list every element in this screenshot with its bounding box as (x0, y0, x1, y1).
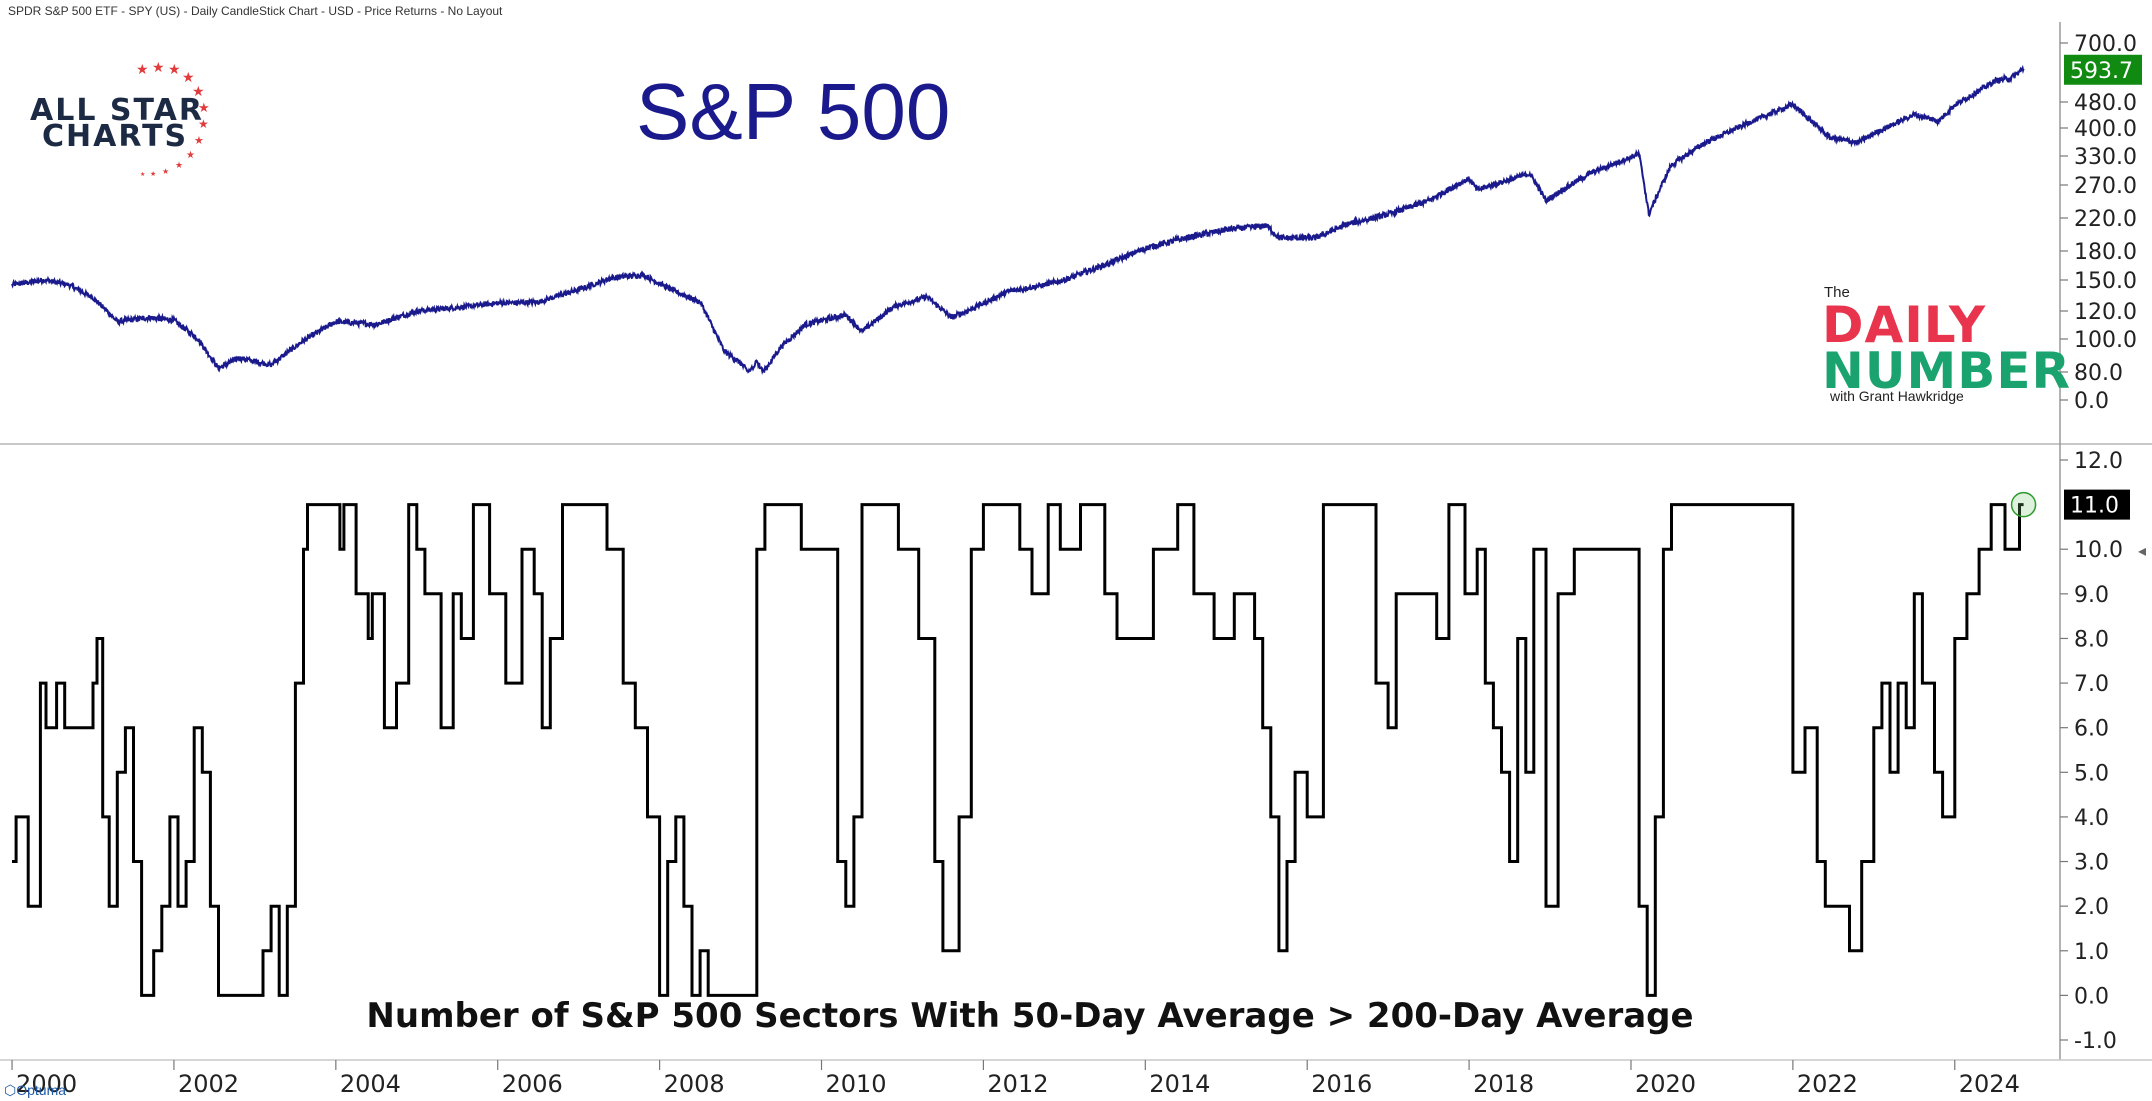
count-y-tick-label: 7.0 (2074, 672, 2109, 697)
x-tick-label: 2016 (1311, 1070, 1372, 1098)
x-tick-label: 2024 (1959, 1070, 2020, 1098)
price-series-line (11, 64, 2025, 376)
price-y-tick-label: 100.0 (2074, 328, 2137, 353)
sector-count-line (12, 503, 2024, 997)
x-tick-label: 2014 (1149, 1070, 1210, 1098)
count-y-tick-label: 1.0 (2074, 940, 2109, 965)
svg-text:★: ★ (168, 62, 181, 78)
svg-text:★: ★ (186, 150, 195, 161)
daily-number-the: The (1824, 284, 1850, 301)
price-last-badge (2064, 54, 2142, 85)
svg-text:★: ★ (162, 167, 169, 176)
x-tick-label: 2008 (664, 1070, 725, 1098)
count-y-tick-label: -1.0 (2074, 1029, 2117, 1054)
price-chart-title: S&P 500 (636, 67, 951, 156)
price-y-tick-label: 480.0 (2074, 91, 2137, 116)
price-y-tick-label: 330.0 (2074, 145, 2137, 170)
daily-number-line2: NUMBER (1822, 342, 2071, 400)
price-y-tick-label: 700.0 (2074, 32, 2137, 57)
count-last-badge (2064, 489, 2130, 520)
count-y-tick-label: 10.0 (2074, 538, 2123, 563)
x-tick-label: 2012 (987, 1070, 1048, 1098)
count-y-tick-label: 5.0 (2074, 761, 2109, 786)
count-y-tick-label: 12.0 (2074, 449, 2123, 474)
svg-text:★: ★ (175, 161, 183, 171)
count-y-tick-label: 9.0 (2074, 583, 2109, 608)
svg-text:★: ★ (150, 170, 156, 178)
scroll-arrow-icon[interactable]: ◂ (2138, 541, 2146, 560)
count-y-tick-label: 4.0 (2074, 806, 2109, 831)
daily-number-subtitle: with Grant Hawkridge (1830, 388, 1964, 404)
x-tick-label: 2018 (1473, 1070, 1534, 1098)
svg-text:★: ★ (192, 84, 205, 100)
all-star-charts-logo: ★ ★ ★ ★ ★ ★ ★ ★ ★ ★ ★ ★ ★ ALL STAR CHART… (28, 58, 228, 178)
price-y-tick-label: 220.0 (2074, 207, 2137, 232)
count-y-tick-label: 6.0 (2074, 717, 2109, 742)
price-y-tick-label: 400.0 (2074, 117, 2137, 142)
count-y-tick-label: 2.0 (2074, 895, 2109, 920)
svg-text:★: ★ (140, 171, 145, 178)
price-y-tick-label: 270.0 (2074, 174, 2137, 199)
x-tick-label: 2006 (502, 1070, 563, 1098)
count-last-label: 11.0 (2070, 494, 2119, 519)
svg-text:★: ★ (198, 117, 209, 131)
optuma-icon: ⬡ (4, 1082, 17, 1098)
x-tick-label: 2000 (16, 1070, 77, 1098)
optuma-label: Optuma (16, 1082, 67, 1098)
x-tick-label: 2020 (1635, 1070, 1696, 1098)
x-tick-label: 2022 (1797, 1070, 1858, 1098)
x-tick-label: 2002 (178, 1070, 239, 1098)
x-tick-label: 2010 (826, 1070, 887, 1098)
indicator-chart-title: Number of S&P 500 Sectors With 50-Day Av… (366, 996, 1694, 1036)
price-y-tick-label: 150.0 (2074, 269, 2137, 294)
price-y-tick-label: 0.0 (2074, 389, 2109, 414)
svg-text:★: ★ (194, 134, 204, 147)
price-last-label: 593.7 (2070, 59, 2133, 84)
all-star-line1: ALL STAR (30, 93, 204, 128)
price-y-tick-label: 120.0 (2074, 300, 2137, 325)
x-tick-label: 2004 (340, 1070, 401, 1098)
optuma-brand: ⬡Optuma (4, 1082, 66, 1099)
svg-text:★: ★ (198, 101, 210, 116)
svg-text:★: ★ (136, 62, 149, 78)
chart-header: SPDR S&P 500 ETF - SPY (US) - Daily Cand… (8, 4, 503, 18)
price-y-tick-label: 180.0 (2074, 240, 2137, 265)
svg-text:★: ★ (182, 70, 195, 86)
count-y-tick-label: 8.0 (2074, 627, 2109, 652)
count-y-tick-label: 3.0 (2074, 851, 2109, 876)
daily-number-logo: The DAILY NUMBER with Grant Hawkridge (1822, 278, 2070, 408)
count-y-tick-label: 0.0 (2074, 984, 2109, 1009)
price-y-tick-label: 80.0 (2074, 361, 2123, 386)
star-arc-icon: ★ ★ ★ ★ ★ ★ ★ ★ ★ ★ ★ ★ ★ (136, 60, 210, 178)
last-value-marker (2010, 491, 2037, 518)
svg-text:★: ★ (152, 60, 165, 76)
daily-number-line1: DAILY (1822, 296, 1987, 354)
all-star-line2: CHARTS (42, 119, 189, 154)
